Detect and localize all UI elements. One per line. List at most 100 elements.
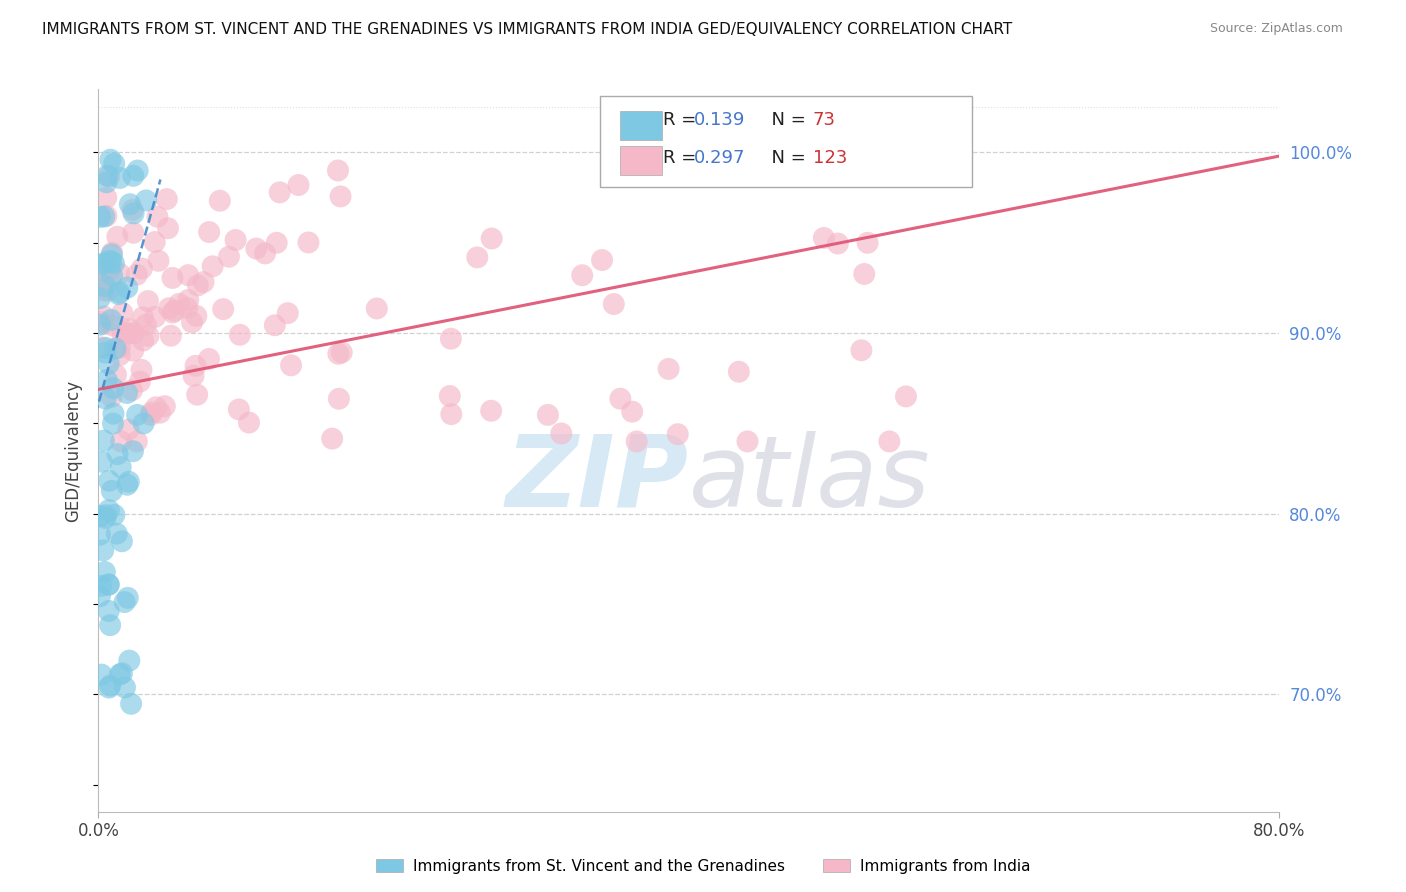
Point bbox=[853, 267, 876, 281]
Point bbox=[851, 343, 873, 358]
Point bbox=[329, 189, 352, 203]
Point bbox=[103, 156, 125, 170]
Point bbox=[97, 577, 120, 591]
Point bbox=[238, 416, 260, 430]
Point bbox=[148, 253, 170, 268]
Point bbox=[89, 291, 111, 305]
Point bbox=[136, 294, 159, 309]
Point bbox=[121, 384, 143, 398]
Point bbox=[186, 309, 208, 323]
Point bbox=[98, 679, 121, 693]
Point bbox=[111, 326, 134, 341]
Point bbox=[91, 284, 114, 298]
Text: atlas: atlas bbox=[689, 431, 931, 528]
Text: Source: ZipAtlas.com: Source: ZipAtlas.com bbox=[1209, 22, 1343, 36]
Point bbox=[479, 403, 502, 417]
Point bbox=[856, 235, 879, 250]
Point bbox=[103, 508, 125, 522]
Point bbox=[127, 163, 149, 178]
Point bbox=[143, 310, 166, 324]
Point bbox=[201, 260, 224, 274]
Point bbox=[465, 251, 488, 265]
Text: 0.297: 0.297 bbox=[693, 149, 745, 167]
Point bbox=[156, 192, 179, 206]
Point bbox=[127, 408, 149, 422]
Point bbox=[111, 666, 134, 681]
Point bbox=[115, 326, 138, 341]
Point bbox=[198, 225, 221, 239]
Point bbox=[100, 313, 122, 327]
Point bbox=[118, 475, 141, 489]
Point bbox=[105, 526, 128, 541]
Point bbox=[110, 460, 132, 475]
Point bbox=[439, 389, 461, 403]
Point bbox=[132, 334, 155, 348]
Point bbox=[118, 322, 141, 336]
Point bbox=[97, 284, 120, 298]
Point bbox=[103, 256, 125, 270]
Point bbox=[90, 258, 112, 272]
Point bbox=[108, 348, 131, 362]
Point bbox=[287, 178, 309, 192]
Point bbox=[98, 169, 121, 184]
Point bbox=[89, 264, 111, 278]
Point bbox=[245, 242, 267, 256]
Point bbox=[263, 318, 285, 333]
Point bbox=[93, 310, 115, 324]
Point bbox=[117, 423, 139, 437]
Point bbox=[117, 326, 139, 341]
Point bbox=[97, 503, 120, 517]
Point bbox=[97, 357, 120, 371]
Point bbox=[115, 280, 138, 294]
Point bbox=[94, 511, 117, 525]
Point bbox=[94, 279, 117, 293]
Point bbox=[156, 221, 179, 235]
Point bbox=[229, 327, 252, 342]
Point bbox=[101, 318, 124, 333]
Point bbox=[225, 233, 247, 247]
Point bbox=[97, 577, 120, 591]
Point bbox=[481, 231, 503, 245]
Point bbox=[894, 389, 917, 403]
Point bbox=[93, 256, 115, 270]
Point bbox=[98, 618, 121, 632]
Point bbox=[90, 579, 112, 593]
Point bbox=[277, 306, 299, 320]
Point bbox=[108, 285, 131, 300]
Point bbox=[94, 508, 117, 523]
Point bbox=[280, 359, 302, 373]
Text: N =: N = bbox=[759, 149, 811, 167]
Point bbox=[714, 163, 737, 178]
Point bbox=[129, 375, 152, 389]
Point bbox=[94, 341, 117, 355]
Text: ZIP: ZIP bbox=[506, 431, 689, 528]
Point bbox=[90, 277, 112, 292]
Point bbox=[93, 210, 115, 224]
Point bbox=[98, 261, 121, 276]
Point bbox=[297, 235, 319, 250]
Point bbox=[104, 342, 127, 356]
Point bbox=[110, 434, 132, 449]
Legend: Immigrants from St. Vincent and the Grenadines, Immigrants from India: Immigrants from St. Vincent and the Gren… bbox=[370, 853, 1036, 880]
Point bbox=[89, 508, 111, 523]
Point bbox=[254, 246, 277, 260]
Point bbox=[122, 169, 145, 183]
Point bbox=[96, 373, 118, 387]
Point bbox=[96, 209, 118, 223]
Point bbox=[132, 417, 155, 431]
Point bbox=[96, 191, 118, 205]
Point bbox=[90, 315, 112, 329]
Point bbox=[440, 332, 463, 346]
Point bbox=[176, 301, 198, 315]
Point bbox=[111, 306, 134, 320]
Point bbox=[813, 231, 835, 245]
Point bbox=[183, 368, 205, 383]
Point bbox=[122, 343, 145, 358]
Point bbox=[103, 407, 125, 421]
Point bbox=[125, 268, 148, 282]
Point bbox=[100, 153, 122, 167]
Text: 73: 73 bbox=[813, 112, 837, 129]
Point bbox=[97, 604, 120, 618]
Point bbox=[666, 427, 689, 442]
Point bbox=[879, 434, 901, 449]
